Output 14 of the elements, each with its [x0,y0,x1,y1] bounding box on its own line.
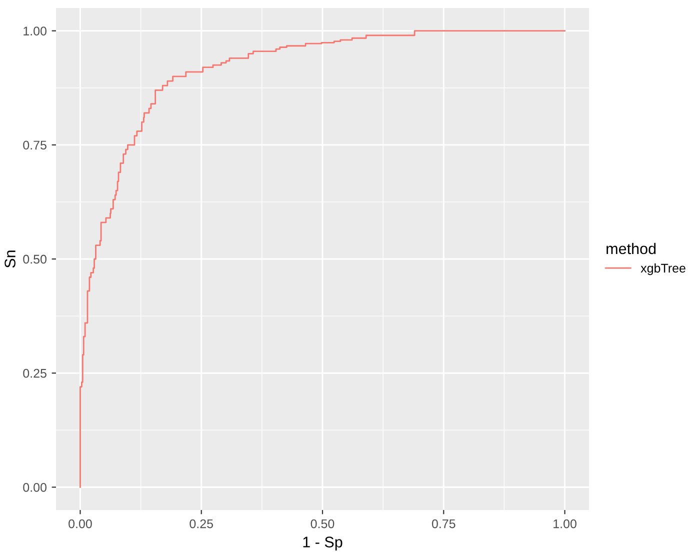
y-tick-label: 0.75 [23,140,46,150]
y-axis-title: Sn [4,250,16,268]
y-tick-label: 1.00 [24,26,46,36]
x-tick-label: 0.00 [68,519,92,528]
x-tick-label: 1.00 [554,519,576,528]
y-tick-label: 0.50 [23,254,46,264]
x-tick-label: 0.75 [432,519,456,528]
x-tick-label: 0.25 [190,519,214,528]
y-tick-label: 0.25 [23,368,46,378]
x-tick-label: 0.50 [310,519,334,528]
x-axis-title: 1 - Sp [303,536,342,550]
legend-title: method [606,242,656,254]
legend-label: xgbTree [640,263,686,276]
y-tick-label: 0.00 [23,482,46,492]
